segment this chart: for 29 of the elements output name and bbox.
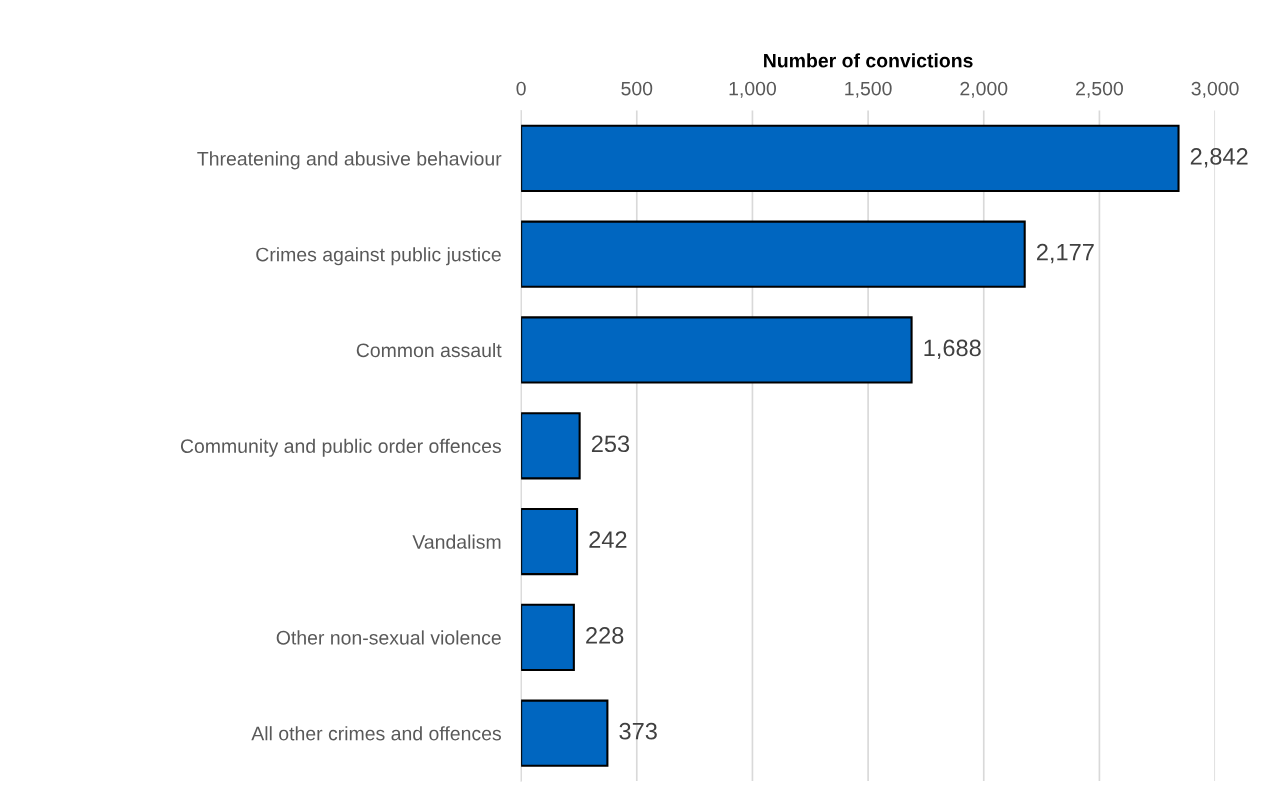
bar	[521, 316, 913, 384]
data-label: 1,688	[924, 339, 981, 360]
y-tick-label: Community and public order offences	[180, 438, 501, 457]
x-tick-label: 0	[516, 81, 526, 96]
x-tick-label: 2,500	[1076, 81, 1123, 98]
x-tick-label: 500	[621, 81, 653, 96]
bar	[521, 124, 1180, 192]
data-label: 2,842	[1190, 147, 1248, 168]
data-label: 242	[589, 531, 627, 548]
x-tick-label: 2,000	[960, 81, 1008, 98]
bar	[521, 412, 581, 480]
x-tick-label: 3,000	[1191, 81, 1239, 98]
y-tick-label: Common assault	[356, 342, 502, 358]
x-axis-title: Number of convictions	[764, 53, 973, 68]
y-tick-label: Crimes against public justice	[256, 247, 501, 266]
y-tick-label: Vandalism	[412, 534, 501, 549]
data-label: 253	[591, 435, 630, 453]
bar	[521, 603, 575, 672]
data-label: 228	[586, 627, 624, 644]
data-label: 373	[619, 722, 657, 740]
y-tick-label: Threatening and abusive behaviour	[197, 151, 502, 170]
data-label: 2,177	[1037, 243, 1094, 264]
bar	[521, 507, 579, 576]
x-tick-label: 1,500	[845, 81, 892, 98]
y-tick-label: Other non-sexual violence	[276, 630, 501, 645]
x-tick-label: 1,000	[729, 81, 776, 98]
y-tick-label: All other crimes and offences	[251, 726, 501, 741]
bar	[521, 699, 609, 767]
bar	[521, 220, 1026, 288]
